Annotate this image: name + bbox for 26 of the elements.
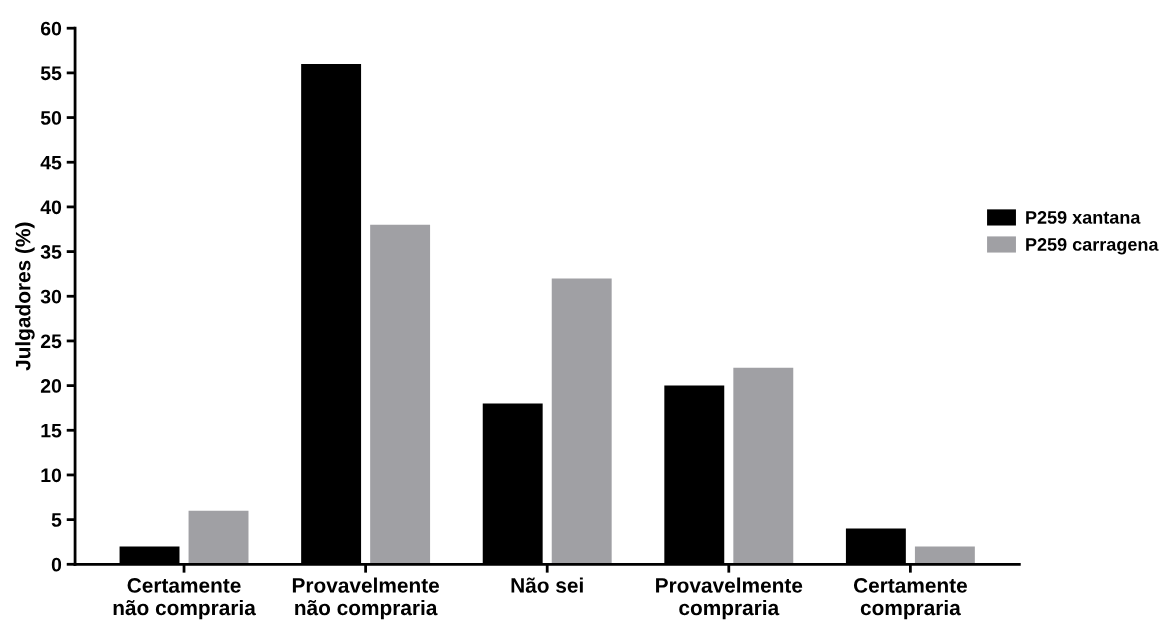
bar: [188, 510, 249, 565]
y-tick-label: 35: [40, 245, 62, 259]
y-tick-label: 60: [40, 21, 62, 36]
y-tick-label: 40: [40, 200, 62, 215]
x-tick-label: Não sei: [511, 577, 583, 593]
x-tick-label: Certamente compraria: [853, 578, 967, 620]
bar: [551, 278, 612, 565]
y-tick-label: 55: [40, 66, 62, 81]
x-tick-label: Certamente não compraria: [113, 578, 256, 620]
y-axis-title: Julgadores (%): [15, 222, 35, 371]
y-tick-label: 0: [51, 557, 62, 572]
y-tick-label: 10: [41, 468, 62, 483]
y-tick-label: 20: [40, 379, 62, 393]
bar: [370, 224, 431, 565]
y-tick-label: 25: [40, 334, 62, 349]
y-tick-label: 45: [40, 155, 62, 170]
legend-label: P259 xantana: [1026, 211, 1141, 224]
y-tick-label: 30: [40, 289, 62, 304]
y-tick-label: 15: [41, 423, 62, 438]
x-tick-label: Provavelmente compraria: [656, 577, 803, 620]
legend-label: P259 carragena: [1026, 238, 1159, 255]
bar: [914, 546, 975, 565]
y-tick-label: 5: [51, 513, 62, 527]
y-tick-label: 50: [40, 111, 62, 125]
bar: [733, 367, 794, 565]
x-tick-label: Provavelmente não compraria: [292, 577, 440, 620]
